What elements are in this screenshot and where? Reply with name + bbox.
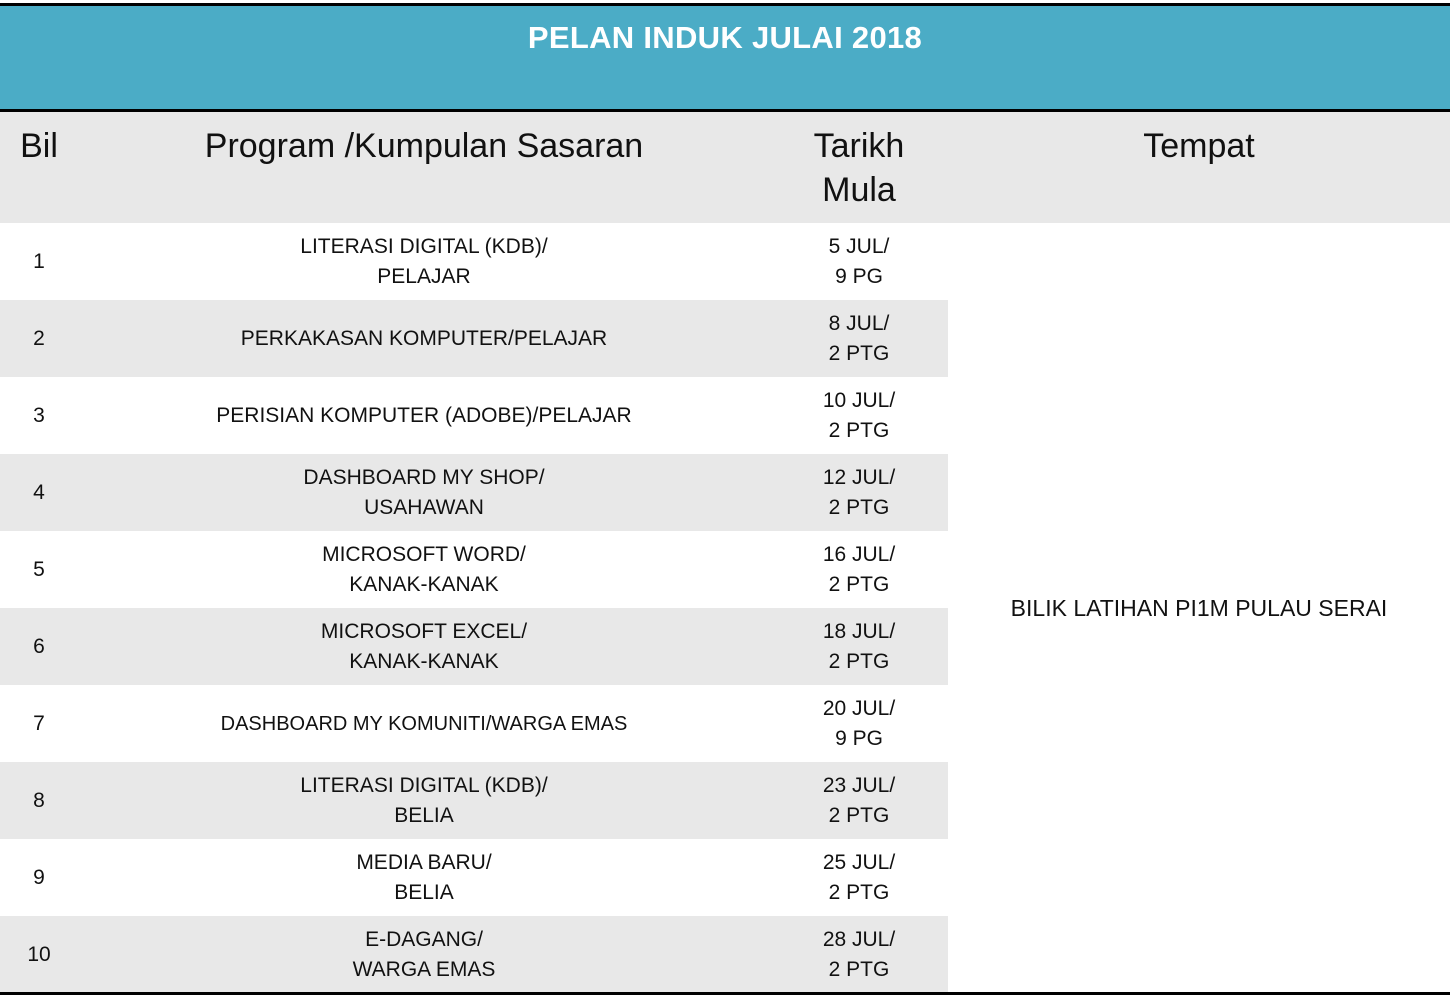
title-banner: PELAN INDUK JULAI 2018: [0, 6, 1450, 109]
cell-bil: 3: [33, 403, 45, 427]
top-rule: [0, 3, 1450, 6]
table-row: 7 DASHBOARD MY KOMUNITI/WARGA EMAS 20 JU…: [0, 685, 1450, 762]
cell-program: PERISIAN KOMPUTER (ADOBE)/PELAJAR: [216, 403, 632, 427]
header-tarikh-line2: Mula: [822, 171, 896, 209]
cell-program: PERKAKASAN KOMPUTER/PELAJAR: [240, 326, 608, 350]
bottom-rule: [0, 992, 1450, 995]
table-row: 3 PERISIAN KOMPUTER (ADOBE)/PELAJAR 10 J…: [0, 377, 1450, 454]
table-row: 10 E-DAGANG/ WARGA EMAS 28 JUL/ 2 PTG: [0, 916, 1450, 993]
cell-date: 12 JUL/ 2 PTG: [822, 465, 896, 519]
cell-date: 16 JUL/ 2 PTG: [822, 542, 896, 596]
cell-date: 10 JUL/ 2 PTG: [822, 388, 896, 442]
cell-date: 28 JUL/ 2 PTG: [822, 927, 896, 981]
header-tempat: Tempat: [1143, 127, 1255, 165]
header-tarikh-line1: Tarikh: [813, 127, 905, 165]
header-bil: Bil: [20, 127, 58, 165]
venue-cell: BILIK LATIHAN PI1M PULAU SERAI: [1010, 594, 1388, 621]
cell-program: MICROSOFT EXCEL/ KANAK-KANAK: [320, 619, 528, 673]
cell-bil: 5: [33, 557, 45, 581]
cell-bil: 10: [27, 942, 51, 966]
table-row: 2 PERKAKASAN KOMPUTER/PELAJAR 8 JUL/ 2 P…: [0, 300, 1450, 377]
cell-date: 5 JUL/ 9 PG: [828, 234, 890, 288]
cell-date: 23 JUL/ 2 PTG: [822, 773, 896, 827]
cell-program: DASHBOARD MY SHOP/ USAHAWAN: [303, 465, 545, 519]
cell-date: 8 JUL/ 2 PTG: [828, 311, 890, 365]
table-row: 6 MICROSOFT EXCEL/ KANAK-KANAK 18 JUL/ 2…: [0, 608, 1450, 685]
cell-date: 18 JUL/ 2 PTG: [822, 619, 896, 673]
table-header: Bil Program /Kumpulan Sasaran Tarikh Mul…: [0, 112, 1450, 223]
table-row: 9 MEDIA BARU/ BELIA 25 JUL/ 2 PTG: [0, 839, 1450, 916]
banner-rule: [0, 109, 1450, 112]
cell-program: LITERASI DIGITAL (KDB)/ BELIA: [300, 773, 548, 827]
cell-program: DASHBOARD MY KOMUNITI/WARGA EMAS: [220, 712, 628, 735]
table-body: 1 LITERASI DIGITAL (KDB)/ PELAJAR 5 JUL/…: [0, 223, 1450, 993]
cell-bil: 4: [33, 480, 45, 504]
table-row: 4 DASHBOARD MY SHOP/ USAHAWAN 12 JUL/ 2 …: [0, 454, 1450, 531]
cell-date: 20 JUL/ 9 PG: [822, 696, 896, 750]
cell-program: MICROSOFT WORD/ KANAK-KANAK: [322, 542, 526, 596]
cell-bil: 7: [33, 711, 45, 735]
cell-date: 25 JUL/ 2 PTG: [822, 850, 896, 904]
page-title: PELAN INDUK JULAI 2018: [527, 20, 923, 55]
cell-program: LITERASI DIGITAL (KDB)/ PELAJAR: [300, 234, 548, 288]
table-row: 8 LITERASI DIGITAL (KDB)/ BELIA 23 JUL/ …: [0, 762, 1450, 839]
table-row: 5 MICROSOFT WORD/ KANAK-KANAK 16 JUL/ 2 …: [0, 531, 1450, 608]
table-row: 1 LITERASI DIGITAL (KDB)/ PELAJAR 5 JUL/…: [0, 223, 1450, 300]
cell-bil: 9: [33, 865, 45, 889]
cell-bil: 1: [33, 249, 45, 273]
cell-program: MEDIA BARU/ BELIA: [356, 850, 492, 904]
cell-bil: 6: [33, 634, 45, 658]
header-tarikh: Tarikh Mula: [770, 124, 948, 212]
header-program: Program /Kumpulan Sasaran: [204, 127, 644, 165]
cell-bil: 2: [33, 326, 45, 350]
cell-program: E-DAGANG/ WARGA EMAS: [352, 927, 496, 981]
cell-bil: 8: [33, 788, 45, 812]
